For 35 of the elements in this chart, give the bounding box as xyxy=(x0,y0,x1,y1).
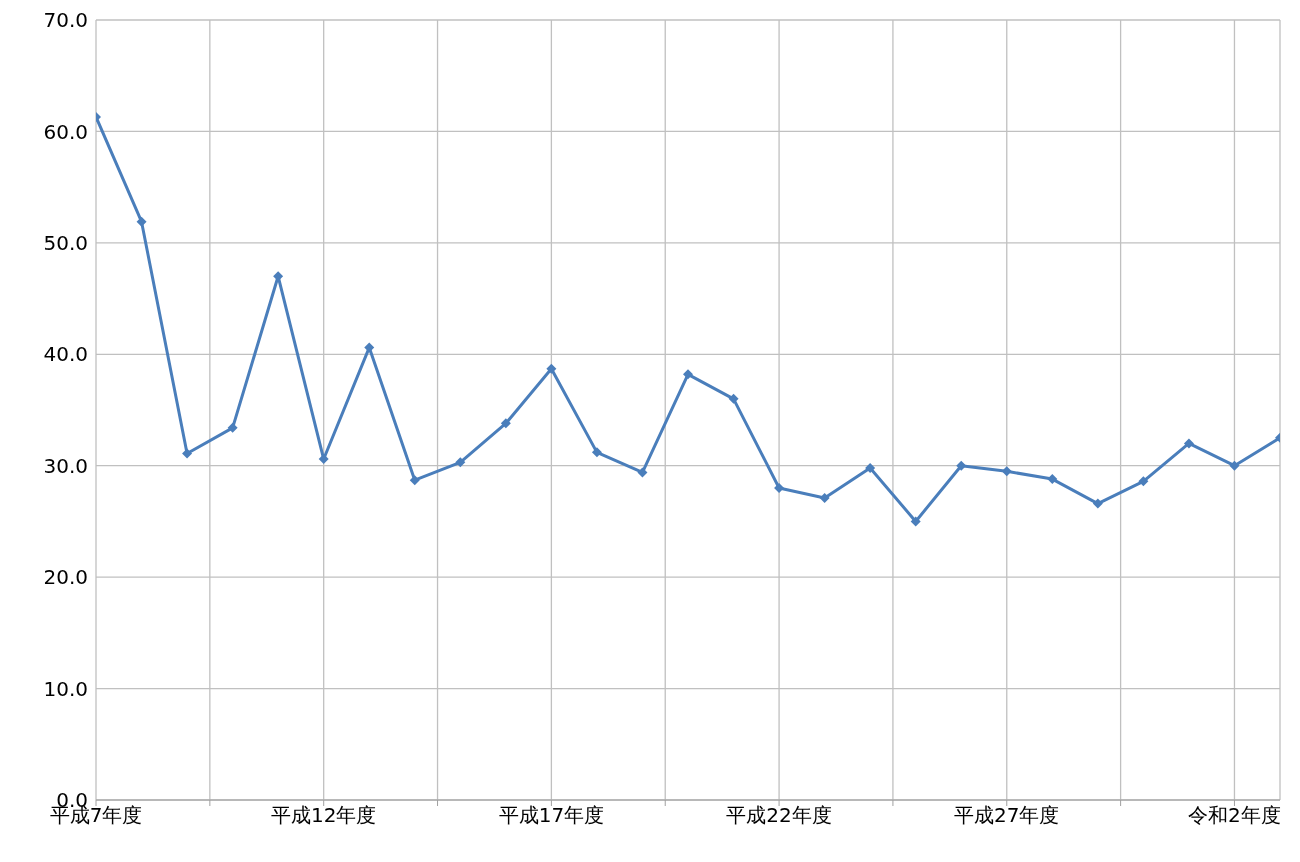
point xyxy=(1183,438,1194,449)
y-tick-label: 30.0 xyxy=(43,453,88,478)
x-tick-label: 平成12年度 xyxy=(270,803,377,828)
y-tick-label: 10.0 xyxy=(43,676,88,701)
point xyxy=(182,448,193,459)
point xyxy=(683,369,693,380)
x-tick-label: 平成22年度 xyxy=(726,803,832,828)
y-tick-label: 50.0 xyxy=(43,230,88,255)
x-tick-label: 平成17年度 xyxy=(498,803,605,828)
point xyxy=(136,216,147,227)
x-tick-label: 令和2年度 xyxy=(1188,803,1281,828)
y-tick-label: 20.0 xyxy=(43,565,88,590)
point xyxy=(865,462,876,473)
point xyxy=(455,457,466,468)
y-tick-label: 60.0 xyxy=(43,119,88,144)
point xyxy=(1092,498,1103,509)
point xyxy=(364,342,375,353)
point xyxy=(546,363,557,374)
point xyxy=(910,516,921,527)
point xyxy=(409,475,420,486)
point xyxy=(591,447,602,458)
point xyxy=(728,393,739,404)
point xyxy=(1229,460,1240,471)
point xyxy=(1138,476,1149,487)
x-tick-label: 平成27年度 xyxy=(954,803,1060,828)
y-tick-label: 40.0 xyxy=(43,342,88,367)
point xyxy=(774,483,785,493)
point xyxy=(637,467,648,478)
y-tick-label: 70.0 xyxy=(43,8,88,33)
point xyxy=(1001,466,1012,477)
point xyxy=(956,460,967,471)
point xyxy=(500,418,511,429)
point xyxy=(1047,474,1058,485)
point xyxy=(819,493,830,504)
point xyxy=(227,422,238,433)
